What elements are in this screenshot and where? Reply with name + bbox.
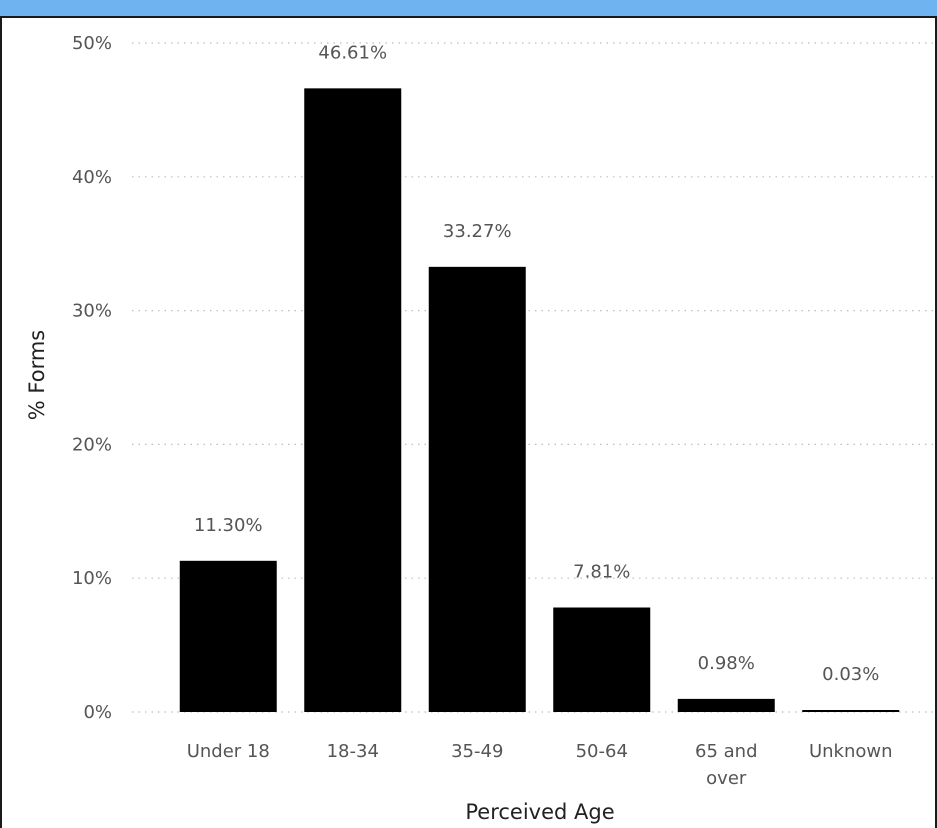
data-label: 46.61% bbox=[318, 42, 387, 63]
x-tick-label: 18-34 bbox=[327, 741, 379, 762]
panel-header-strip bbox=[0, 0, 937, 18]
x-axis-title: Perceived Age bbox=[465, 800, 614, 824]
bars bbox=[179, 88, 900, 712]
y-tick-label: 20% bbox=[72, 434, 112, 455]
bar bbox=[179, 560, 277, 712]
x-tick-label: over bbox=[706, 768, 747, 789]
y-tick-label: 50% bbox=[72, 33, 112, 54]
bar bbox=[677, 698, 775, 712]
x-tick-label: 50-64 bbox=[576, 741, 628, 762]
x-tick-label: 65 and bbox=[695, 741, 758, 762]
y-tick-label: 30% bbox=[72, 301, 112, 322]
x-tick-label: Under 18 bbox=[187, 741, 270, 762]
y-tick-label: 40% bbox=[72, 167, 112, 188]
x-tick-label: Unknown bbox=[809, 741, 893, 762]
data-label: 33.27% bbox=[443, 221, 512, 242]
data-labels: 11.30% 46.61% 33.27% 7.81% 0.98% 0.03% bbox=[194, 42, 879, 685]
bar bbox=[304, 88, 402, 712]
data-label: 0.03% bbox=[822, 664, 879, 685]
y-axis-title: % Forms bbox=[25, 330, 49, 420]
x-tick-label: 35-49 bbox=[451, 741, 503, 762]
data-label: 7.81% bbox=[573, 562, 630, 583]
y-axis-ticks: 0% 10% 20% 30% 40% 50% bbox=[72, 33, 112, 723]
data-label: 0.98% bbox=[698, 653, 755, 674]
bar bbox=[802, 710, 900, 712]
bar bbox=[428, 266, 526, 712]
data-label: 11.30% bbox=[194, 515, 263, 536]
x-axis-ticks: Under 18 18-34 35-49 50-64 65 and over Unknown bbox=[187, 741, 893, 789]
y-tick-label: 10% bbox=[72, 568, 112, 589]
bar bbox=[553, 607, 651, 712]
y-tick-label: 0% bbox=[83, 702, 112, 723]
